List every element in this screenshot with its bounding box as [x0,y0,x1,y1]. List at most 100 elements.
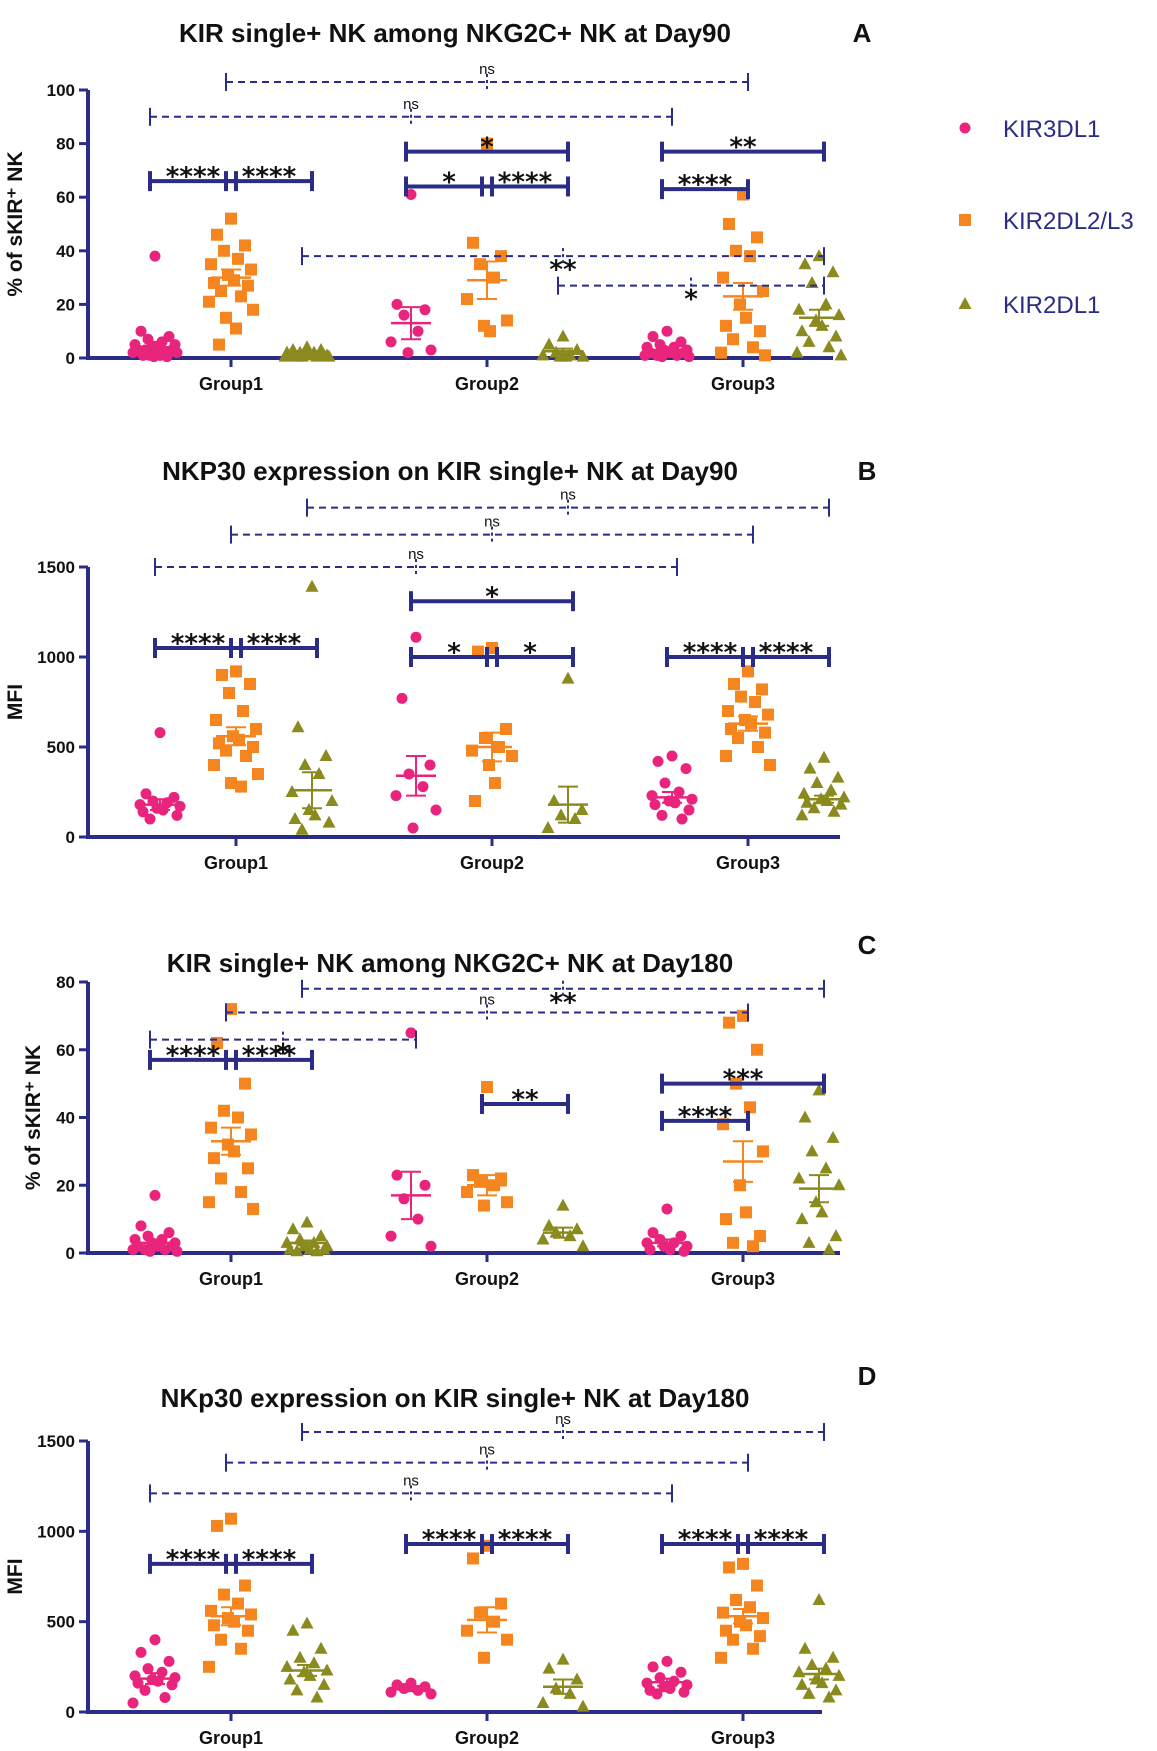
data-point [286,1623,300,1636]
significance-annotation: ns [149,96,673,126]
data-point [220,311,232,324]
significance-annotation: * [557,276,825,315]
significance-label: ns [408,546,424,563]
data-point [171,347,183,359]
y-tick-label: 0 [66,828,75,847]
data-point [430,804,442,816]
significance-label: **** [498,167,553,197]
data-point [417,781,429,793]
significance-annotation: **** [736,1525,826,1555]
data-point [661,325,673,337]
data-point [805,1658,819,1671]
data-point [802,1686,816,1699]
data-point [720,750,732,762]
data-point [293,1650,307,1663]
data-point [536,1695,550,1708]
significance-label: **** [166,1041,221,1071]
series-kir3dl1 [385,1027,437,1252]
significance-annotation: **** [224,162,314,192]
data-point [290,1244,304,1257]
series-kir3dl1 [390,631,442,834]
significance-annotation: ns [306,487,830,517]
data-point [832,1178,846,1191]
data-point [959,122,971,134]
data-point [749,696,761,708]
series-kir2dl2-l3 [203,212,259,351]
series-kir3dl1 [127,1634,181,1709]
data-point [675,1230,687,1242]
panel-letter: B [858,456,877,486]
data-point [730,1593,742,1606]
data-point [659,777,671,789]
data-point [826,265,840,278]
data-point [727,333,739,346]
data-point [676,813,688,825]
data-point [159,1692,171,1704]
data-point [205,1604,217,1617]
legend-label: KIR2DL2/L3 [1003,208,1134,235]
significance-label: ns [403,96,419,113]
data-point [501,314,513,327]
data-point [727,1236,739,1249]
significance-label: * [447,638,461,668]
significance-annotation: ns [225,61,749,91]
significance-annotation: ns [301,1411,825,1441]
data-point [686,793,698,805]
significance-annotation: ns [225,1442,749,1472]
data-point [149,1634,161,1646]
data-point [127,1697,139,1709]
data-point [734,298,746,311]
y-tick-label: 20 [56,295,75,314]
data-point [959,214,971,226]
data-point [717,271,729,284]
data-point [139,1684,151,1696]
data-point [647,1661,659,1673]
data-point [829,1229,843,1242]
significance-label: ** [729,133,757,163]
series-kir3dl1 [646,750,698,825]
significance-label: *** [723,1065,764,1095]
data-point [727,1633,739,1646]
x-tick-label: Group3 [711,1728,775,1748]
data-point [488,271,500,284]
data-point [240,750,252,762]
data-point [208,759,220,771]
data-point [298,758,312,770]
chart-title: KIR single+ NK among NKG2C+ NK at Day90 [179,18,731,48]
series-kir2dl1 [541,671,589,833]
panel-letter: C [858,930,877,960]
significance-label: ** [549,255,577,285]
significance-annotation: ** [480,1085,570,1115]
data-point [570,1222,584,1235]
series-kir3dl1 [134,727,186,825]
data-point [556,1198,570,1211]
y-axis-label: % of sKIR⁺ NK [22,1045,45,1190]
data-point [501,1196,513,1209]
y-tick-label: 40 [56,1109,75,1128]
data-point [740,1619,752,1632]
data-point [556,329,570,342]
significance-annotation: **** [480,1525,570,1555]
series-kir2dl2-l3 [720,665,776,771]
data-point [203,1660,215,1673]
significance-label: ns [479,991,495,1008]
significance-annotation: **** [224,1041,314,1071]
data-point [319,749,333,761]
x-tick-label: Group2 [455,1269,519,1289]
data-point [288,812,302,824]
data-point [822,1242,836,1255]
significance-label: **** [759,638,814,668]
data-point [728,678,740,690]
data-point [722,705,734,717]
significance-label: ns [403,1472,419,1489]
data-point [215,1633,227,1646]
data-point [834,348,848,361]
y-tick-label: 500 [47,738,75,757]
data-point [148,351,160,363]
data-point [715,1651,727,1664]
data-point [425,1688,437,1700]
data-point [683,351,695,363]
data-point [137,349,149,361]
data-point [831,770,845,783]
